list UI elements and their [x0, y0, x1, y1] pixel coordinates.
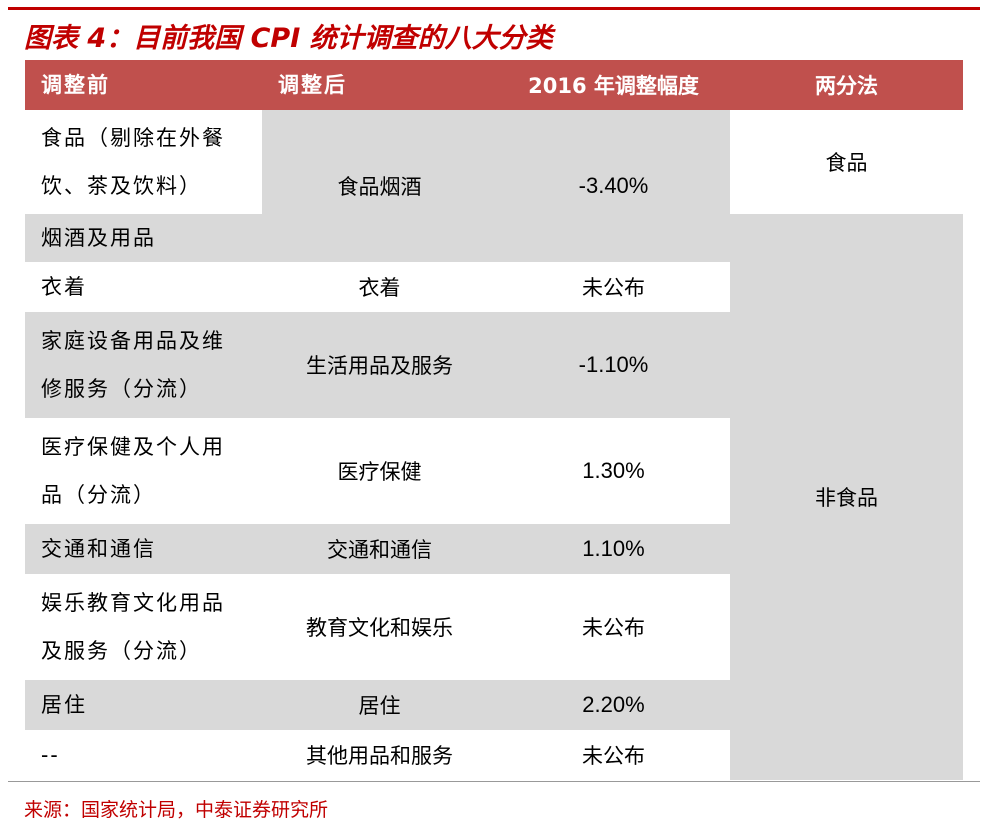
cell: 医疗保健及个人用品（分流）: [25, 418, 262, 524]
cell: 未公布: [497, 574, 730, 680]
cell: 食品: [730, 110, 963, 214]
header-cell: 两分法: [730, 60, 963, 110]
cell: 烟酒及用品: [25, 214, 262, 262]
cell: 家庭设备用品及维修服务（分流）: [25, 312, 262, 418]
cell: 1.30%: [497, 418, 730, 524]
cell: 交通和通信: [262, 524, 497, 574]
cell: -3.40%: [497, 110, 730, 262]
cell: 教育文化和娱乐: [262, 574, 497, 680]
cell: --: [25, 730, 262, 780]
cell: 1.10%: [497, 524, 730, 574]
top-rule: [8, 7, 980, 10]
header-cell: 调整前: [25, 60, 262, 110]
cell: 生活用品及服务: [262, 312, 497, 418]
cell: 食品（剔除在外餐饮、茶及饮料）: [25, 110, 262, 214]
cell: 居住: [25, 680, 262, 730]
cell: 衣着: [262, 262, 497, 312]
cell: 未公布: [497, 730, 730, 780]
cell: -1.10%: [497, 312, 730, 418]
cell: 2.20%: [497, 680, 730, 730]
header-cell: 调整后: [262, 60, 497, 110]
cell: 居住: [262, 680, 497, 730]
header-cell: 2016 年调整幅度: [497, 60, 730, 110]
cell: 医疗保健: [262, 418, 497, 524]
cell: 交通和通信: [25, 524, 262, 574]
bottom-rule: [8, 781, 980, 782]
title: 图表 4：目前我国 CPI 统计调查的八大分类: [24, 23, 553, 54]
cell: 食品烟酒: [262, 110, 497, 262]
cell: 非食品: [730, 214, 963, 780]
cell: 娱乐教育文化用品及服务（分流）: [25, 574, 262, 680]
cell: 其他用品和服务: [262, 730, 497, 780]
source: 来源：国家统计局，中泰证券研究所: [24, 799, 329, 821]
cell: 未公布: [497, 262, 730, 312]
cell: 衣着: [25, 262, 262, 312]
